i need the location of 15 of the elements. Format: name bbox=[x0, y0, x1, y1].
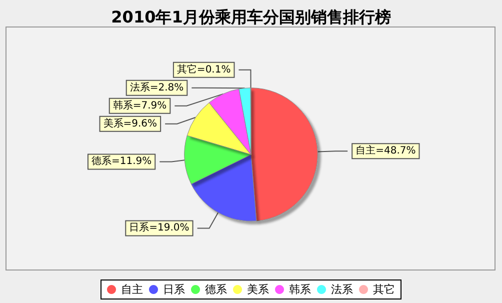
data-label: 其它=0.1% bbox=[176, 63, 231, 76]
legend-label: 自主 bbox=[121, 283, 143, 296]
chart-title: 2010年1月份乘用车分国别销售排行榜 bbox=[111, 8, 391, 26]
data-label: 日系=19.0% bbox=[129, 222, 190, 234]
legend-label: 德系 bbox=[205, 283, 227, 296]
data-label: 自主=48.7% bbox=[356, 144, 416, 157]
legend-label: 日系 bbox=[163, 283, 185, 296]
legend-label: 法系 bbox=[331, 283, 353, 296]
legend-label: 美系 bbox=[247, 283, 269, 296]
data-label: 韩系=7.9% bbox=[112, 99, 167, 112]
data-label: 美系=9.6% bbox=[103, 117, 158, 130]
data-label: 法系=2.8% bbox=[130, 81, 184, 94]
legend-label: 韩系 bbox=[289, 283, 311, 296]
data-label: 德系=11.9% bbox=[91, 155, 152, 168]
legend-label: 其它 bbox=[373, 283, 395, 296]
